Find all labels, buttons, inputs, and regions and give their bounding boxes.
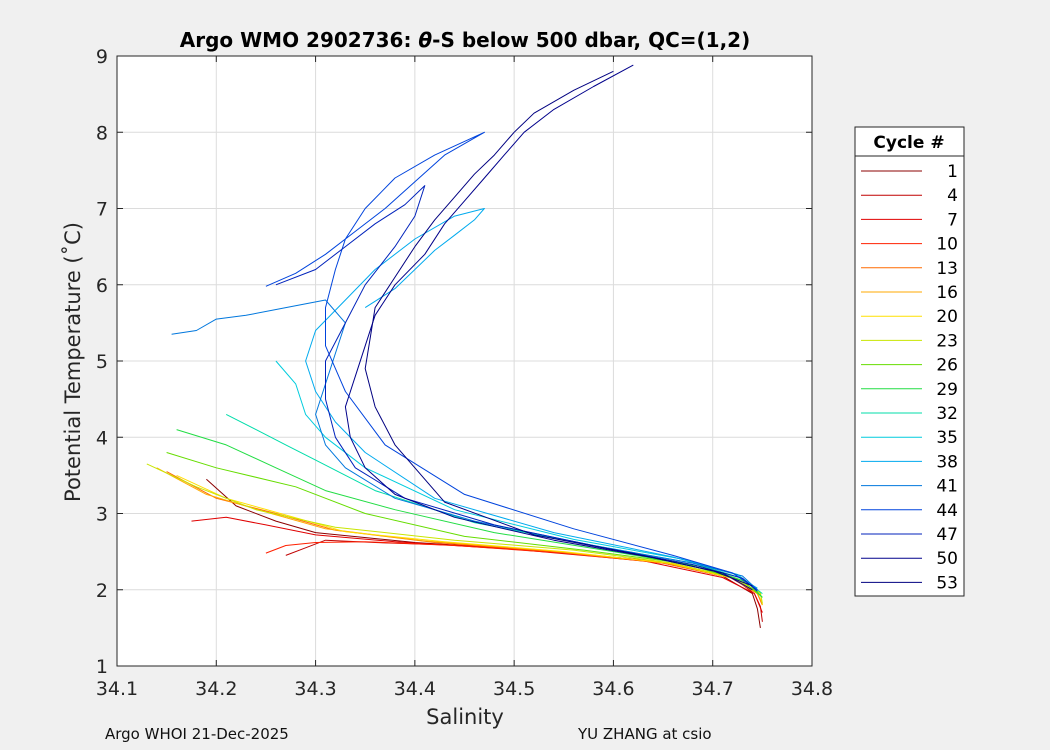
legend-label-16: 16 [936, 283, 958, 303]
legend-label-41: 41 [936, 477, 958, 497]
legend-label-4: 4 [947, 186, 958, 206]
x-tick-label: 34.4 [394, 678, 436, 700]
chart-title: Argo WMO 2902736: θ-S below 500 dbar, QC… [180, 28, 750, 52]
legend-label-32: 32 [936, 404, 958, 424]
axis-ticks: 34.1 34.2 34.3 34.4 34.5 34.6 34.7 34.8 1 2 3 4 5 6 7 8… [96, 46, 833, 700]
x-tick-label: 34.1 [96, 678, 138, 700]
title-suffix: -S below 500 dbar, QC=(1,2) [432, 28, 750, 52]
x-tick-label: 34.5 [493, 678, 535, 700]
series-lines [146, 64, 763, 628]
y-tick-label: 1 [96, 656, 108, 678]
title-prefix: Argo WMO 2902736: [180, 28, 419, 52]
y-tick-label: 6 [96, 275, 108, 297]
series-line-cycle-44 [265, 131, 758, 591]
footer-right-text: YU ZHANG at csio [578, 725, 712, 743]
legend-label-53: 53 [936, 573, 958, 593]
y-axis-label: Potential Temperature (˚C) [61, 222, 85, 502]
y-tick-label: 4 [96, 427, 108, 449]
x-tick-label: 34.2 [195, 678, 237, 700]
y-tick-label: 5 [96, 351, 108, 373]
x-tick-label: 34.7 [692, 678, 734, 700]
y-tick-label: 7 [96, 199, 108, 221]
legend-label-50: 50 [936, 549, 958, 569]
series-line-cycle-41 [171, 299, 758, 591]
y-tick-label: 2 [96, 580, 108, 602]
legend-label-26: 26 [936, 356, 958, 376]
legend-label-13: 13 [936, 259, 958, 279]
y-tick-label: 3 [96, 504, 108, 526]
legend-box [854, 126, 965, 597]
legend-label-7: 7 [947, 210, 958, 230]
title-theta: θ [418, 28, 432, 52]
footer-left-text: Argo WHOI 21-Dec-2025 [105, 725, 289, 743]
x-tick-label: 34.6 [592, 678, 634, 700]
x-axis-label: Salinity [426, 705, 504, 729]
x-tick-label: 34.3 [294, 678, 336, 700]
series-line-cycle-53 [364, 70, 753, 587]
legend-label-35: 35 [936, 428, 958, 448]
legend-label-1: 1 [947, 162, 958, 182]
legend-label-47: 47 [936, 525, 958, 545]
series-line-cycle-23 [146, 463, 763, 604]
x-tick-label: 34.8 [791, 678, 833, 700]
series-line-cycle-50 [344, 64, 753, 591]
legend: Cycle # 14710131620232629323538414447505… [854, 126, 965, 597]
legend-title: Cycle # [873, 133, 944, 153]
legend-label-29: 29 [936, 380, 958, 400]
y-tick-label: 9 [96, 46, 108, 68]
legend-label-10: 10 [936, 235, 958, 255]
legend-label-23: 23 [936, 331, 958, 351]
legend-label-44: 44 [936, 501, 958, 521]
series-line-cycle-38 [305, 208, 758, 589]
series-line-cycle-47 [275, 185, 758, 592]
legend-label-38: 38 [936, 452, 958, 472]
y-tick-label: 8 [96, 122, 108, 144]
legend-label-20: 20 [936, 307, 958, 327]
